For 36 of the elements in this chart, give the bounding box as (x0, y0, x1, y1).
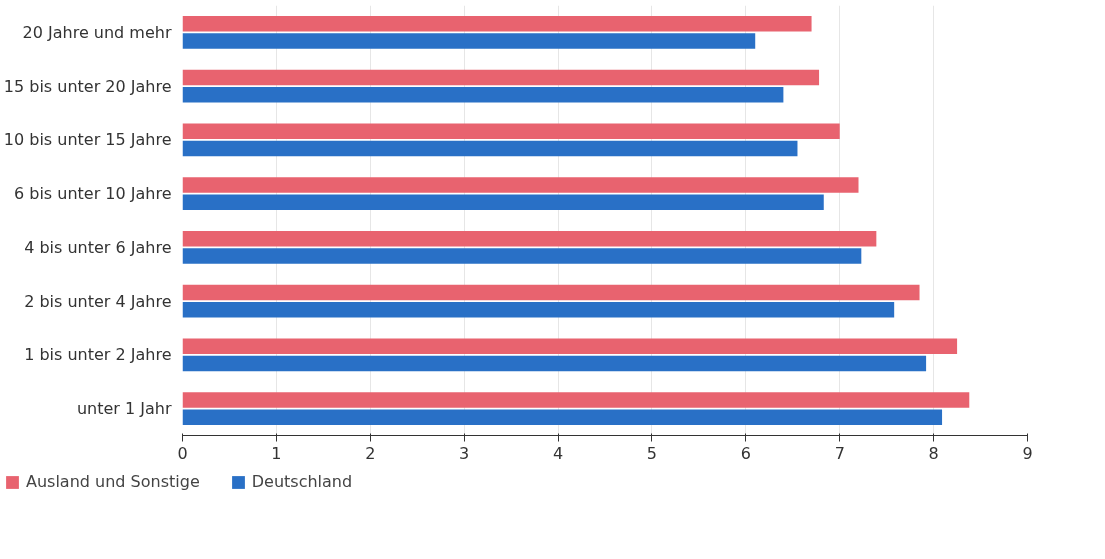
bar (182, 177, 859, 193)
bar (182, 231, 877, 247)
y-tick-label: 2 bis unter 4 Jahre (24, 291, 172, 311)
bar (182, 123, 840, 140)
y-tick-label: 20 Jahre und mehr (22, 22, 172, 42)
legend-label: Ausland und Sonstige (26, 472, 200, 491)
y-tick-label: 15 bis unter 20 Jahre (3, 76, 172, 96)
bar (182, 284, 920, 301)
x-tick-label: 2 (365, 443, 376, 463)
bar (182, 194, 824, 210)
bar (182, 355, 927, 372)
x-tick-label: 3 (459, 443, 470, 463)
y-tick-label: 1 bis unter 2 Jahre (24, 345, 172, 365)
y-tick-label: 6 bis unter 10 Jahre (13, 184, 172, 204)
bar (182, 409, 943, 425)
x-tick-label: 4 (552, 443, 564, 463)
x-tick-label: 9 (1022, 443, 1033, 463)
bar (182, 248, 862, 264)
bar (182, 301, 895, 318)
legend-label: Deutschland (251, 472, 353, 491)
bar (182, 16, 812, 32)
y-tick-label: 4 bis unter 6 Jahre (24, 237, 172, 257)
x-tick-label: 1 (271, 443, 282, 463)
bar (182, 140, 798, 157)
x-tick-label: 6 (740, 443, 751, 463)
x-tick-label: 7 (834, 443, 845, 463)
x-tick-label: 0 (177, 443, 188, 463)
bar (182, 338, 958, 355)
bar (182, 69, 820, 86)
bar (182, 33, 756, 49)
y-tick-label: unter 1 Jahr (76, 399, 172, 419)
x-tick-label: 5 (646, 443, 658, 463)
bar (182, 86, 784, 103)
bar (182, 392, 970, 408)
y-tick-label: 10 bis unter 15 Jahre (3, 130, 172, 150)
x-tick-label: 8 (928, 443, 939, 463)
